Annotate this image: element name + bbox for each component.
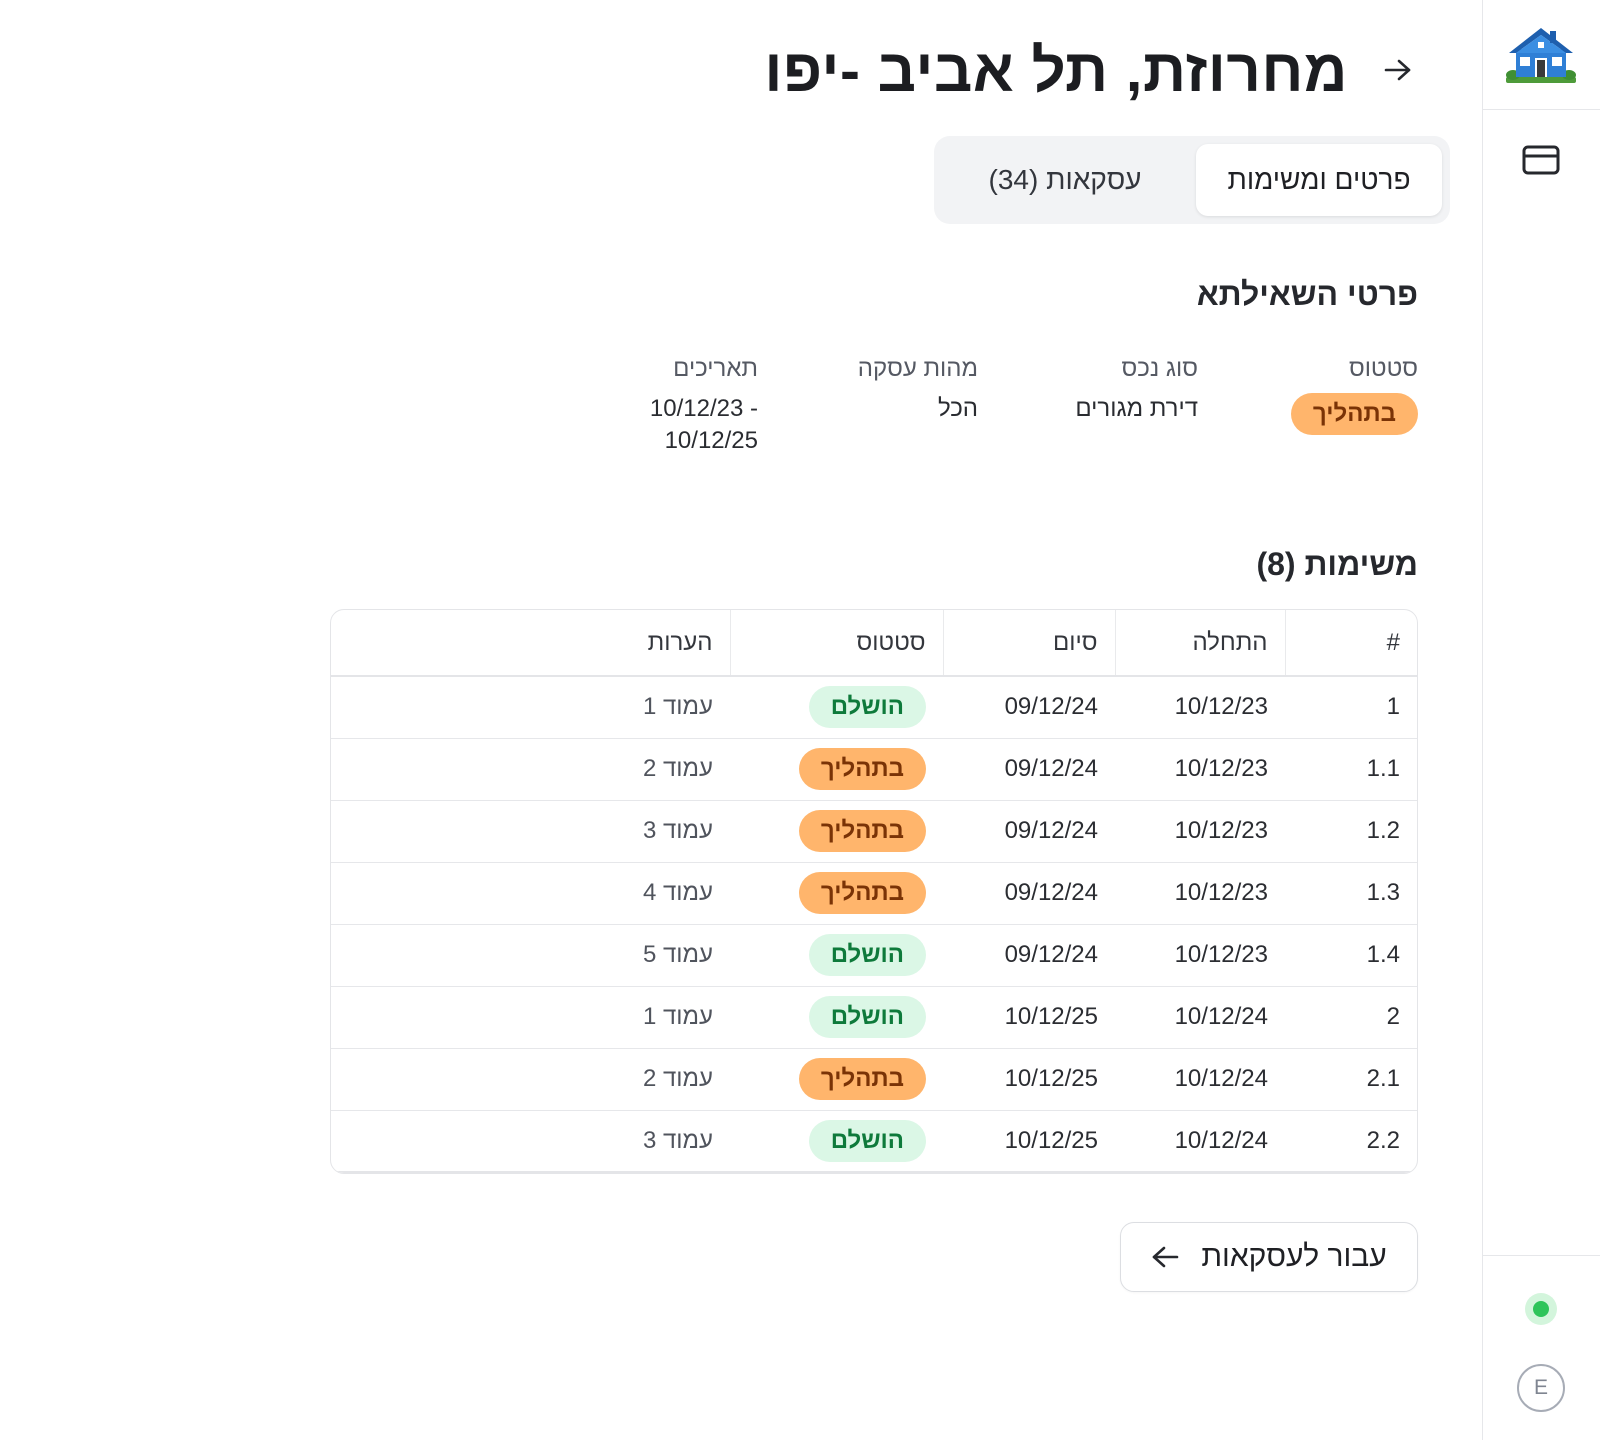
cell-start-date: 10/12/23 <box>1115 862 1285 925</box>
detail-dates-label: תאריכים <box>673 355 758 382</box>
status-badge: הושלם <box>808 934 926 976</box>
detail-dates-line2: 10/12/25 <box>664 427 758 454</box>
cell-start-date: 10/12/24 <box>1115 1048 1285 1111</box>
detail-deal-type-value: הכל <box>937 395 978 422</box>
status-badge: בתהליך <box>798 748 926 790</box>
column-header-notes[interactable]: הערות <box>331 610 730 677</box>
table-header-row: # התחלה סיום סטטוס הערות <box>331 610 1417 677</box>
cell-end-date: 09/12/24 <box>943 862 1115 925</box>
avatar[interactable]: E <box>1517 1364 1565 1412</box>
status-badge: הושלם <box>808 686 926 729</box>
table-row[interactable]: 1.2 10/12/23 09/12/24 בתהליך עמוד 3 <box>331 800 1417 863</box>
query-details-title: פרטי השאילתא <box>1196 276 1418 312</box>
cell-start-date: 10/12/24 <box>1115 986 1285 1049</box>
detail-deal-type-label: מהות עסקה <box>857 355 978 382</box>
status-badge: הושלם <box>808 996 926 1038</box>
cell-status: בתהליך <box>730 800 943 863</box>
table-row[interactable]: 1.1 10/12/23 09/12/24 בתהליך עמוד 2 <box>331 738 1417 801</box>
table-row[interactable]: 2 10/12/24 10/12/25 הושלם עמוד 1 <box>331 986 1417 1049</box>
cell-status: הושלם <box>730 1110 943 1173</box>
house-icon <box>1506 27 1576 83</box>
tab-details-and-tasks[interactable]: פרטים ומשימות <box>1196 144 1442 216</box>
cell-notes: עמוד 3 <box>331 800 730 863</box>
cell-end-date: 09/12/24 <box>943 800 1115 863</box>
cell-start-date: 10/12/23 <box>1115 738 1285 801</box>
cell-end-date: 09/12/24 <box>943 676 1115 739</box>
cell-number: 1.1 <box>1285 738 1417 801</box>
page-title: מחרוזת, תל אביב -יפו <box>764 36 1348 104</box>
status-badge: בתהליך <box>798 810 926 852</box>
tab-deals[interactable]: עסקאות (34) <box>988 164 1142 195</box>
cell-status: בתהליך <box>730 1048 943 1111</box>
cell-number: 1.3 <box>1285 862 1417 925</box>
cell-status: הושלם <box>730 676 943 739</box>
column-header-number[interactable]: # <box>1284 610 1417 677</box>
cell-start-date: 10/12/24 <box>1115 1110 1285 1173</box>
cell-number: 2.2 <box>1285 1110 1417 1173</box>
table-row[interactable]: 1 10/12/23 09/12/24 הושלם עמוד 1 <box>331 676 1417 739</box>
back-button[interactable] <box>1378 50 1418 90</box>
detail-asset-type-value: דירת מגורים <box>1075 395 1198 422</box>
cell-notes: עמוד 2 <box>331 1048 730 1111</box>
status-badge: בתהליך <box>798 872 926 914</box>
cell-number: 1.2 <box>1285 800 1417 863</box>
detail-asset-type-label: סוג נכס <box>1121 355 1198 382</box>
cell-notes: עמוד 1 <box>331 676 730 739</box>
tasks-title: משימות (8) <box>1256 546 1418 582</box>
cell-end-date: 10/12/25 <box>943 1110 1115 1173</box>
status-badge: בתהליך <box>1290 393 1418 435</box>
tabs: פרטים ומשימות עסקאות (34) <box>934 136 1450 224</box>
cell-end-date: 10/12/25 <box>943 1048 1115 1111</box>
status-badge: הושלם <box>808 1119 926 1162</box>
cell-status: הושלם <box>730 986 943 1049</box>
cell-start-date: 10/12/23 <box>1115 676 1285 739</box>
detail-status-label: סטטוס <box>1348 355 1418 382</box>
cell-notes: עמוד 3 <box>331 1110 730 1173</box>
sidebar-divider <box>1482 1255 1600 1256</box>
cell-notes: עמוד 5 <box>331 924 730 987</box>
cell-status: בתהליך <box>730 738 943 801</box>
page-header: מחרוזת, תל אביב -יפו <box>764 30 1418 110</box>
go-to-deals-label: עבור לעסקאות <box>1201 1240 1387 1273</box>
tasks-table: # התחלה סיום סטטוס הערות 1 10/12/23 09/12/… <box>330 609 1418 1174</box>
logo[interactable] <box>1482 0 1600 110</box>
cell-start-date: 10/12/23 <box>1115 800 1285 863</box>
tasks-table-body: 1 10/12/23 09/12/24 הושלם עמוד 1 1.1 10/12/23 0… <box>331 676 1417 1173</box>
table-row[interactable]: 2.2 10/12/24 10/12/25 הושלם עמוד 3 <box>331 1110 1417 1173</box>
go-to-deals-button[interactable]: עבור לעסקאות <box>1120 1222 1418 1292</box>
detail-dates: תאריכים 10/12/23 - 10/12/25 <box>538 355 758 457</box>
credit-card-icon <box>1522 145 1560 175</box>
cell-status: בתהליך <box>730 862 943 925</box>
column-header-status[interactable]: סטטוס <box>729 610 943 677</box>
cell-notes: עמוד 2 <box>331 738 730 801</box>
detail-status: סטטוס בתהליך <box>1198 355 1418 457</box>
cell-end-date: 09/12/24 <box>943 738 1115 801</box>
cell-end-date: 10/12/25 <box>943 986 1115 1049</box>
column-header-end[interactable]: סיום <box>942 610 1115 677</box>
cell-notes: עמוד 4 <box>331 862 730 925</box>
cell-number: 1 <box>1285 676 1417 739</box>
sidebar-item-billing[interactable] <box>1521 140 1561 180</box>
table-row[interactable]: 2.1 10/12/24 10/12/25 בתהליך עמוד 2 <box>331 1048 1417 1111</box>
arrow-right-icon <box>1384 59 1411 81</box>
cell-number: 1.4 <box>1285 924 1417 987</box>
arrow-left-icon <box>1153 1246 1179 1268</box>
query-details: סטטוס בתהליך סוג נכס דירת מגורים מהות עס… <box>538 355 1418 457</box>
detail-deal-type: מהות עסקה הכל <box>758 355 978 457</box>
cell-start-date: 10/12/23 <box>1115 924 1285 987</box>
cell-number: 2 <box>1285 986 1417 1049</box>
column-header-start[interactable]: התחלה <box>1114 610 1285 677</box>
cell-number: 2.1 <box>1285 1048 1417 1111</box>
online-status-icon <box>1525 1293 1557 1325</box>
cell-status: הושלם <box>730 924 943 987</box>
cell-notes: עמוד 1 <box>331 986 730 1049</box>
table-row[interactable]: 1.3 10/12/23 09/12/24 בתהליך עמוד 4 <box>331 862 1417 925</box>
table-row[interactable]: 1.4 10/12/23 09/12/24 הושלם עמוד 5 <box>331 924 1417 987</box>
status-badge: בתהליך <box>798 1058 926 1100</box>
sidebar: E <box>1482 0 1600 1440</box>
detail-asset-type: סוג נכס דירת מגורים <box>978 355 1198 457</box>
detail-dates-line1: 10/12/23 - <box>649 395 758 422</box>
cell-end-date: 09/12/24 <box>943 924 1115 987</box>
